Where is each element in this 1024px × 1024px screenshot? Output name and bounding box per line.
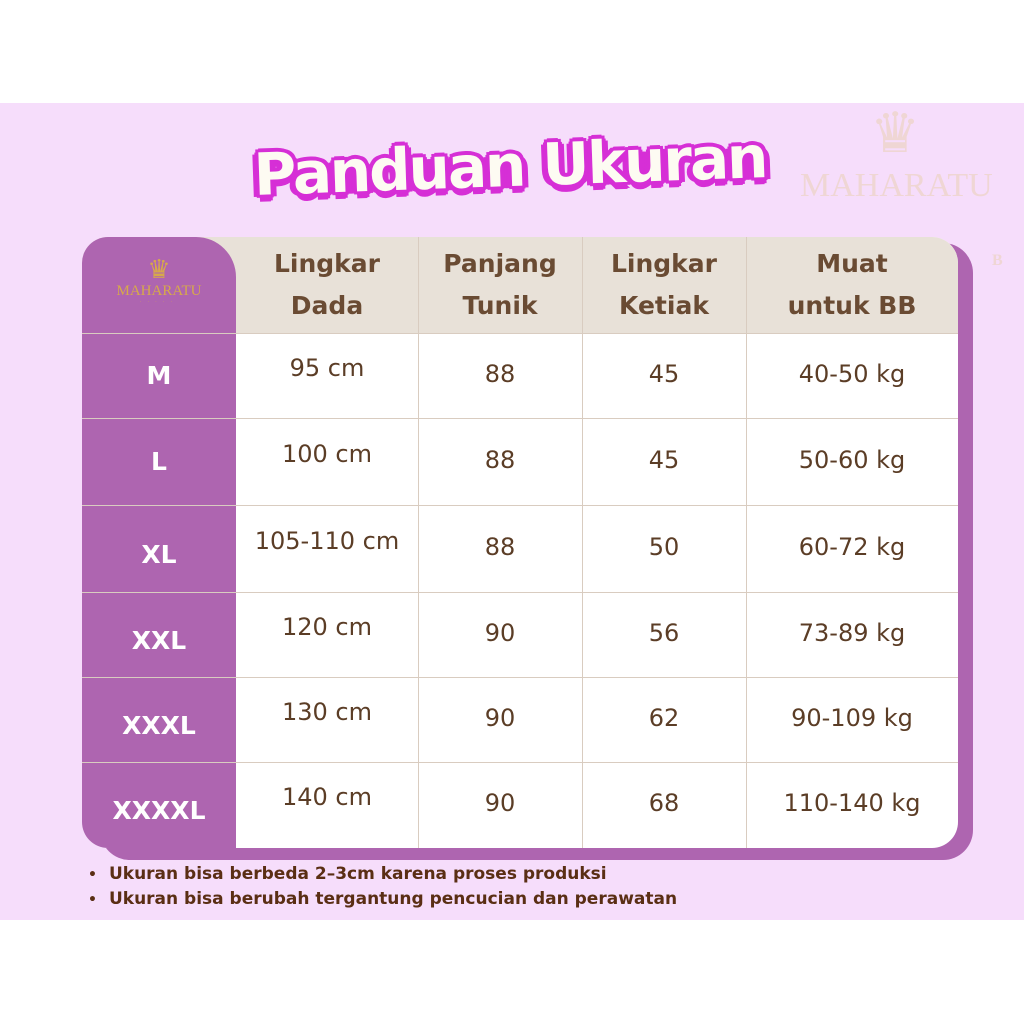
row-divider (82, 592, 958, 593)
crown-icon: ♛ (147, 255, 171, 284)
table-cell: 50 (648, 532, 680, 561)
column-header: Lingkar Ketiak (610, 249, 718, 320)
logo-dots: ····· (139, 300, 179, 305)
column-header: Lingkar Dada (273, 249, 381, 320)
watermark-text: MAHARATU (800, 167, 993, 204)
size-label: XXXL (122, 710, 196, 740)
table-cell: 45 (648, 445, 680, 474)
column-header: Muat untuk BB (787, 249, 917, 320)
table-cell: 56 (648, 618, 680, 647)
table-cell: 90 (484, 703, 516, 732)
table-cell: 100 cm (281, 439, 372, 468)
row-divider (82, 677, 958, 678)
column-divider (418, 237, 419, 848)
table-cell: 95 cm (289, 353, 365, 382)
size-table: ♛ MAHARATU ····· Lingkar Dada Panjang Tun… (82, 237, 958, 848)
table-cell: 45 (648, 359, 680, 388)
notes-list: Ukuran bisa berbeda 2–3cm karena proses … (88, 862, 677, 912)
column-divider (746, 237, 747, 848)
watermark-letter: B (992, 252, 1003, 269)
table-cell: 40-50 kg (798, 359, 906, 388)
table-cell: 110-140 kg (783, 789, 921, 817)
note-item: Ukuran bisa berbeda 2–3cm karena proses … (88, 862, 677, 887)
table-cell: 73-89 kg (798, 618, 906, 647)
table-cell: 90 (484, 789, 516, 817)
table-cell: 105-110 cm (254, 526, 400, 555)
table-cell: 130 cm (281, 697, 372, 726)
crown-icon: ♛ (870, 103, 921, 165)
size-label: XL (141, 539, 177, 569)
logo-text: MAHARATU (116, 283, 202, 299)
column-divider (582, 237, 583, 848)
row-divider (82, 505, 958, 506)
size-label: XXL (131, 625, 187, 655)
column-header: Panjang Tunik (443, 249, 557, 320)
row-divider (82, 333, 958, 334)
table-cell: 60-72 kg (798, 532, 906, 561)
row-divider (82, 418, 958, 419)
table-cell: 50-60 kg (798, 445, 906, 474)
table-cell: 62 (648, 703, 680, 732)
table-cell: 90-109 kg (791, 703, 913, 732)
size-column: ♛ MAHARATU ····· (82, 237, 236, 848)
size-label: M (146, 360, 172, 390)
table-cell: 68 (648, 789, 680, 817)
note-item: Ukuran bisa berubah tergantung pencucian… (88, 887, 677, 912)
brand-watermark: ♛ MAHARATU B (800, 103, 1014, 269)
table-cell: 88 (484, 532, 516, 561)
row-divider (82, 762, 958, 763)
table-cell: 88 (484, 445, 516, 474)
table-cell: 90 (484, 618, 516, 647)
table-cell: 88 (484, 359, 516, 388)
table-cell: 140 cm (281, 783, 372, 811)
size-label: XXXXL (112, 796, 206, 825)
table-cell: 120 cm (281, 612, 372, 641)
size-label: L (151, 446, 167, 476)
brand-logo: ♛ MAHARATU ····· (82, 255, 236, 306)
